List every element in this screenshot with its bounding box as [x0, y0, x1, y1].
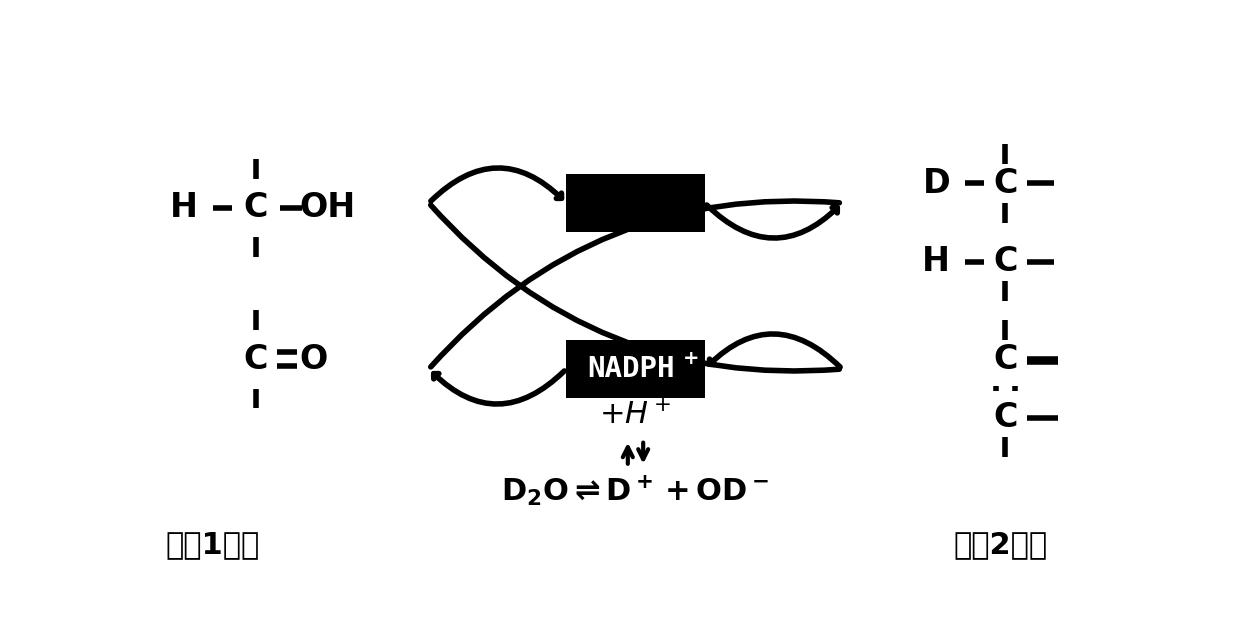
- Text: O: O: [299, 343, 327, 376]
- Text: NADPH: NADPH: [587, 355, 675, 383]
- FancyArrowPatch shape: [707, 205, 837, 238]
- Text: C: C: [243, 343, 268, 376]
- Text: C: C: [993, 167, 1018, 200]
- Text: C: C: [993, 343, 1018, 376]
- Text: $+H^+$: $+H^+$: [599, 401, 672, 430]
- Text: H: H: [923, 245, 950, 278]
- Text: H: H: [170, 191, 198, 224]
- FancyArrowPatch shape: [430, 205, 839, 371]
- FancyArrowPatch shape: [430, 168, 562, 201]
- Text: C: C: [993, 245, 1018, 278]
- Text: $\mathbf{D_2O \rightleftharpoons D^+ + OD^-}$: $\mathbf{D_2O \rightleftharpoons D^+ + O…: [501, 474, 770, 508]
- Text: +: +: [683, 349, 699, 368]
- FancyArrowPatch shape: [709, 334, 841, 367]
- Text: D: D: [923, 167, 950, 200]
- FancyArrowPatch shape: [434, 371, 564, 404]
- Text: C: C: [243, 191, 268, 224]
- Text: 分子1氧化: 分子1氧化: [165, 530, 260, 559]
- FancyArrowPatch shape: [430, 201, 839, 367]
- Bar: [567, 174, 704, 232]
- Text: 分子2还原: 分子2还原: [954, 530, 1048, 559]
- Text: C: C: [993, 401, 1018, 434]
- Bar: [567, 340, 704, 398]
- Text: OH: OH: [300, 191, 356, 224]
